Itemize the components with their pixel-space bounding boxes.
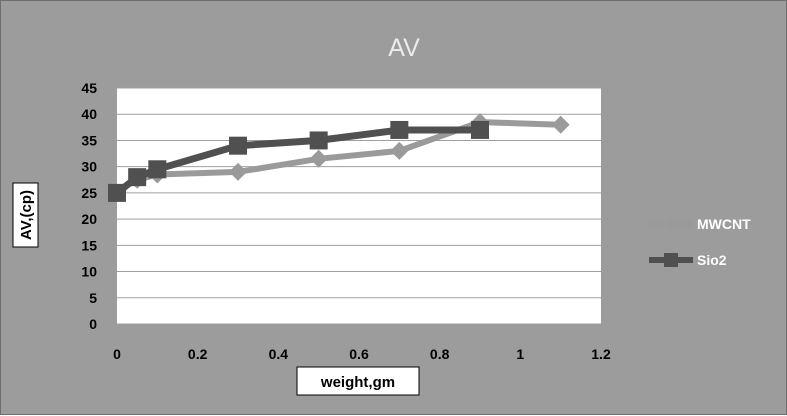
data-point [229, 136, 247, 155]
data-point [229, 162, 247, 181]
legend: MWCNT Sio2 [649, 216, 751, 268]
data-point [309, 149, 328, 168]
y-tick-label: 0 [89, 316, 97, 332]
x-axis-label-text: weight,gm [320, 374, 395, 391]
data-point [471, 120, 489, 139]
y-tick-label: 20 [81, 211, 97, 227]
x-tick-label: 0.2 [188, 346, 208, 362]
legend-label: Sio2 [697, 252, 727, 268]
series-sio2 [108, 120, 489, 202]
y-axis-label-text: AV,(cp) [18, 190, 35, 240]
data-point [108, 183, 126, 202]
x-tick-label: 0.6 [349, 346, 369, 362]
data-point [551, 115, 570, 134]
legend-item-sio2: Sio2 [649, 252, 727, 268]
x-tick-label: 1.2 [591, 346, 611, 362]
x-tick-label: 0 [113, 346, 121, 362]
x-axis-label: weight,gm [296, 366, 420, 396]
legend-swatch-marker [664, 253, 678, 267]
y-tick-label: 5 [89, 290, 97, 306]
y-tick-label: 35 [81, 132, 97, 148]
x-axis-ticks: 0 0.2 0.4 0.6 0.8 1 1.2 [113, 346, 611, 362]
data-point [148, 160, 167, 179]
gridlines [117, 87, 601, 325]
data-point [128, 168, 147, 187]
y-tick-label: 10 [81, 264, 97, 280]
data-point [309, 131, 328, 150]
legend-item-mwcnt: MWCNT [649, 216, 751, 232]
y-tick-label: 25 [81, 185, 97, 201]
chart-title: AV [388, 34, 420, 62]
series-layer [108, 113, 570, 202]
y-axis-label: AV,(cp) [12, 182, 39, 248]
x-tick-label: 0.8 [430, 346, 450, 362]
y-tick-label: 15 [81, 237, 97, 253]
legend-label: MWCNT [697, 216, 751, 232]
x-tick-label: 0.4 [269, 346, 289, 362]
plot-area [117, 88, 601, 324]
y-tick-label: 45 [81, 80, 97, 96]
y-tick-label: 40 [81, 106, 97, 122]
x-tick-label: 1 [516, 346, 524, 362]
y-tick-label: 30 [81, 159, 97, 175]
data-point [390, 141, 409, 160]
data-point [390, 120, 409, 139]
legend-swatch-marker [663, 216, 679, 232]
y-axis-ticks: 0 5 10 15 20 25 30 35 40 45 [81, 80, 97, 332]
